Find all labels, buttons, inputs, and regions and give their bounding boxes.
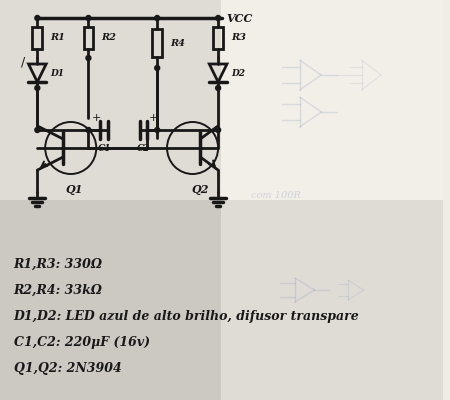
Circle shape xyxy=(35,86,40,90)
Text: C1,C2: 220μF (16v): C1,C2: 220μF (16v) xyxy=(14,336,150,349)
Circle shape xyxy=(216,86,220,90)
Text: D1,D2: LED azul de alto brilho, difusor transpare: D1,D2: LED azul de alto brilho, difusor … xyxy=(14,310,360,323)
Text: Q1,Q2: 2N3904: Q1,Q2: 2N3904 xyxy=(14,362,122,375)
Text: R2: R2 xyxy=(101,34,116,42)
Text: R1,R3: 330Ω: R1,R3: 330Ω xyxy=(14,258,103,271)
Circle shape xyxy=(155,128,160,132)
Text: R2,R4: 33kΩ: R2,R4: 33kΩ xyxy=(14,284,103,297)
Text: R3: R3 xyxy=(231,34,246,42)
Circle shape xyxy=(86,128,91,132)
Circle shape xyxy=(86,16,91,20)
Text: D1: D1 xyxy=(50,68,64,78)
Text: Q1: Q1 xyxy=(66,184,83,195)
Text: +: + xyxy=(148,113,158,123)
Text: R4: R4 xyxy=(170,38,185,48)
Text: +: + xyxy=(92,113,101,123)
Circle shape xyxy=(35,16,40,20)
Circle shape xyxy=(155,16,160,20)
Text: C2: C2 xyxy=(137,144,150,153)
Text: Q2: Q2 xyxy=(192,184,209,195)
Text: /: / xyxy=(22,56,26,68)
Circle shape xyxy=(35,128,40,132)
Text: D2: D2 xyxy=(231,68,245,78)
Text: com 100R: com 100R xyxy=(251,190,301,200)
Circle shape xyxy=(216,16,220,20)
Text: R1: R1 xyxy=(50,34,65,42)
Text: VCC: VCC xyxy=(226,14,252,24)
Circle shape xyxy=(155,66,160,70)
Circle shape xyxy=(216,128,220,132)
Text: C1: C1 xyxy=(98,144,111,153)
Circle shape xyxy=(86,56,91,60)
